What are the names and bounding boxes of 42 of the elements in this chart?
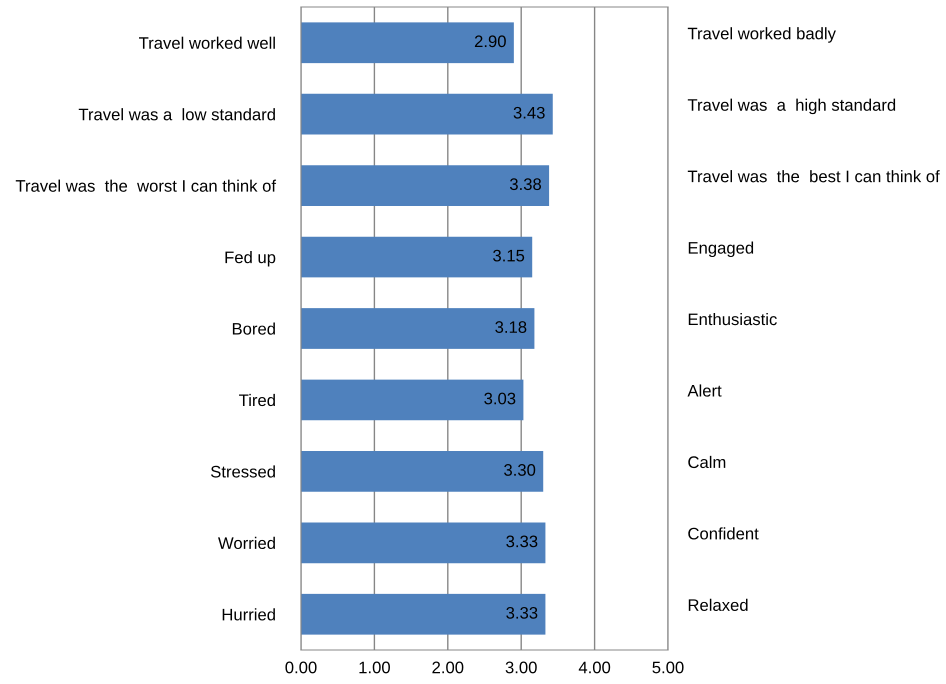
data-label: 3.30 bbox=[504, 464, 536, 476]
data-label: 3.18 bbox=[495, 321, 526, 333]
y-tick-label: Fed up bbox=[225, 251, 276, 267]
y2-tick-label: Travel was a high standard bbox=[688, 98, 896, 114]
y-tick-label: Tired bbox=[239, 394, 275, 406]
data-label: 3.33 bbox=[506, 536, 538, 548]
data-label: 2.90 bbox=[474, 35, 506, 48]
data-label: 3.43 bbox=[514, 106, 545, 119]
x-tick-label: 5.00 bbox=[652, 662, 684, 674]
y2-tick-label: Alert bbox=[687, 384, 722, 397]
data-label: 3.03 bbox=[484, 392, 516, 404]
y2-tick-label: Travel worked badly bbox=[688, 27, 836, 43]
y-tick-label: Bored bbox=[232, 322, 275, 335]
y2-tick-label: Calm bbox=[688, 456, 726, 468]
y-tick-label: Stressed bbox=[210, 465, 275, 478]
data-label: 3.33 bbox=[506, 606, 538, 619]
bar bbox=[301, 594, 546, 635]
x-tick-label: 2.00 bbox=[432, 662, 464, 674]
bar bbox=[301, 522, 546, 564]
y2-tick-label: Enthusiastic bbox=[688, 312, 777, 326]
bar bbox=[301, 451, 544, 492]
y2-tick-label: Confident bbox=[688, 527, 759, 540]
bar bbox=[301, 236, 532, 278]
y2-tick-label: Travel was the best I can think of bbox=[688, 170, 940, 182]
y2-tick-label: Engaged bbox=[688, 242, 754, 258]
y2-tick-label: Relaxed bbox=[688, 598, 748, 611]
y-tick-label: Worried bbox=[218, 536, 275, 550]
x-tick-label: 4.00 bbox=[578, 662, 610, 674]
y-tick-label: Travel worked well bbox=[139, 36, 275, 49]
bar bbox=[301, 94, 553, 135]
x-tick-label: 0.00 bbox=[285, 662, 317, 674]
bar bbox=[301, 308, 534, 349]
x-tick-label: 1.00 bbox=[359, 662, 390, 674]
x-tick-label: 3.00 bbox=[506, 662, 537, 674]
y-tick-label: Travel was a low standard bbox=[78, 108, 275, 120]
data-label: 3.38 bbox=[510, 178, 542, 190]
bar bbox=[301, 380, 524, 420]
y-tick-label: Travel was the worst I can think of bbox=[16, 180, 276, 192]
bar bbox=[301, 22, 514, 64]
data-label: 3.15 bbox=[493, 250, 524, 262]
y-tick-label: Hurried bbox=[222, 608, 275, 620]
bar bbox=[301, 165, 550, 206]
